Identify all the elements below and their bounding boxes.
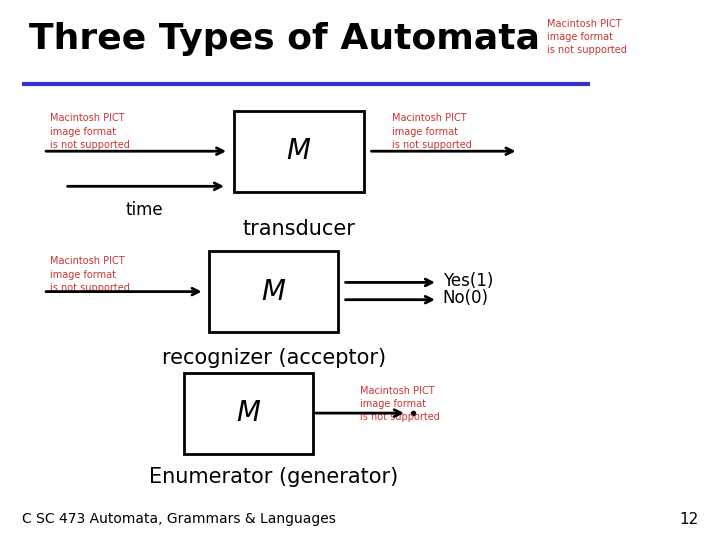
Text: Macintosh PICT
image format
is not supported: Macintosh PICT image format is not suppo… [547, 19, 627, 55]
Bar [184, 373, 313, 454]
Text: No(0): No(0) [443, 289, 489, 307]
Text: Three Types of Automata: Three Types of Automata [29, 22, 540, 56]
Text: time: time [125, 201, 163, 219]
Text: recognizer (acceptor): recognizer (acceptor) [161, 348, 386, 368]
Text: Enumerator (generator): Enumerator (generator) [149, 467, 398, 487]
Text: Yes(1): Yes(1) [443, 272, 493, 290]
Text: 12: 12 [679, 511, 698, 526]
Text: Macintosh PICT
image format
is not supported: Macintosh PICT image format is not suppo… [50, 256, 130, 293]
Text: C SC 473 Automata, Grammars & Languages: C SC 473 Automata, Grammars & Languages [22, 512, 336, 526]
Bar [209, 251, 338, 332]
Text: $\mathit{M}$: $\mathit{M}$ [261, 278, 287, 306]
Text: Macintosh PICT
image format
is not supported: Macintosh PICT image format is not suppo… [360, 386, 440, 422]
Bar [234, 111, 364, 192]
Text: Macintosh PICT
image format
is not supported: Macintosh PICT image format is not suppo… [50, 113, 130, 150]
Text: $\mathit{M}$: $\mathit{M}$ [235, 399, 261, 427]
Text: $\mathit{M}$: $\mathit{M}$ [286, 137, 312, 165]
Text: Macintosh PICT
image format
is not supported: Macintosh PICT image format is not suppo… [392, 113, 472, 150]
Text: transducer: transducer [243, 219, 355, 239]
